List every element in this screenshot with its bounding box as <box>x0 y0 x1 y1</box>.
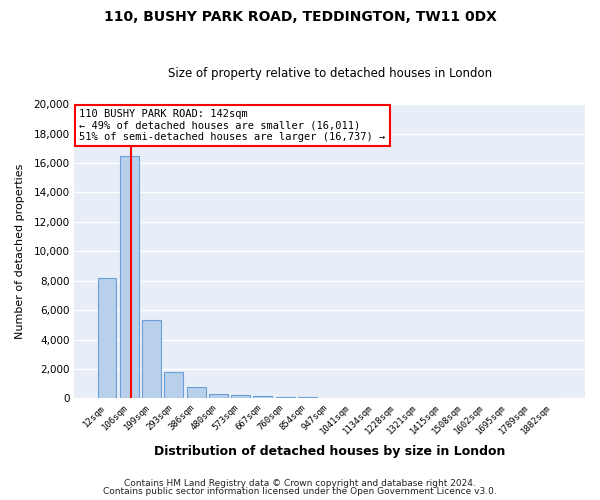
Text: Contains HM Land Registry data © Crown copyright and database right 2024.: Contains HM Land Registry data © Crown c… <box>124 478 476 488</box>
Bar <box>298 397 317 398</box>
Text: 110, BUSHY PARK ROAD, TEDDINGTON, TW11 0DX: 110, BUSHY PARK ROAD, TEDDINGTON, TW11 0… <box>104 10 496 24</box>
Bar <box>120 156 139 398</box>
Bar <box>253 396 272 398</box>
Bar <box>164 372 183 398</box>
Bar <box>275 396 295 398</box>
Title: Size of property relative to detached houses in London: Size of property relative to detached ho… <box>167 66 492 80</box>
Text: Contains public sector information licensed under the Open Government Licence v3: Contains public sector information licen… <box>103 487 497 496</box>
Bar <box>142 320 161 398</box>
Bar <box>209 394 228 398</box>
Bar <box>98 278 116 398</box>
Y-axis label: Number of detached properties: Number of detached properties <box>15 164 25 339</box>
X-axis label: Distribution of detached houses by size in London: Distribution of detached houses by size … <box>154 444 505 458</box>
Bar <box>231 396 250 398</box>
Text: 110 BUSHY PARK ROAD: 142sqm
← 49% of detached houses are smaller (16,011)
51% of: 110 BUSHY PARK ROAD: 142sqm ← 49% of det… <box>79 108 386 142</box>
Bar <box>187 386 206 398</box>
